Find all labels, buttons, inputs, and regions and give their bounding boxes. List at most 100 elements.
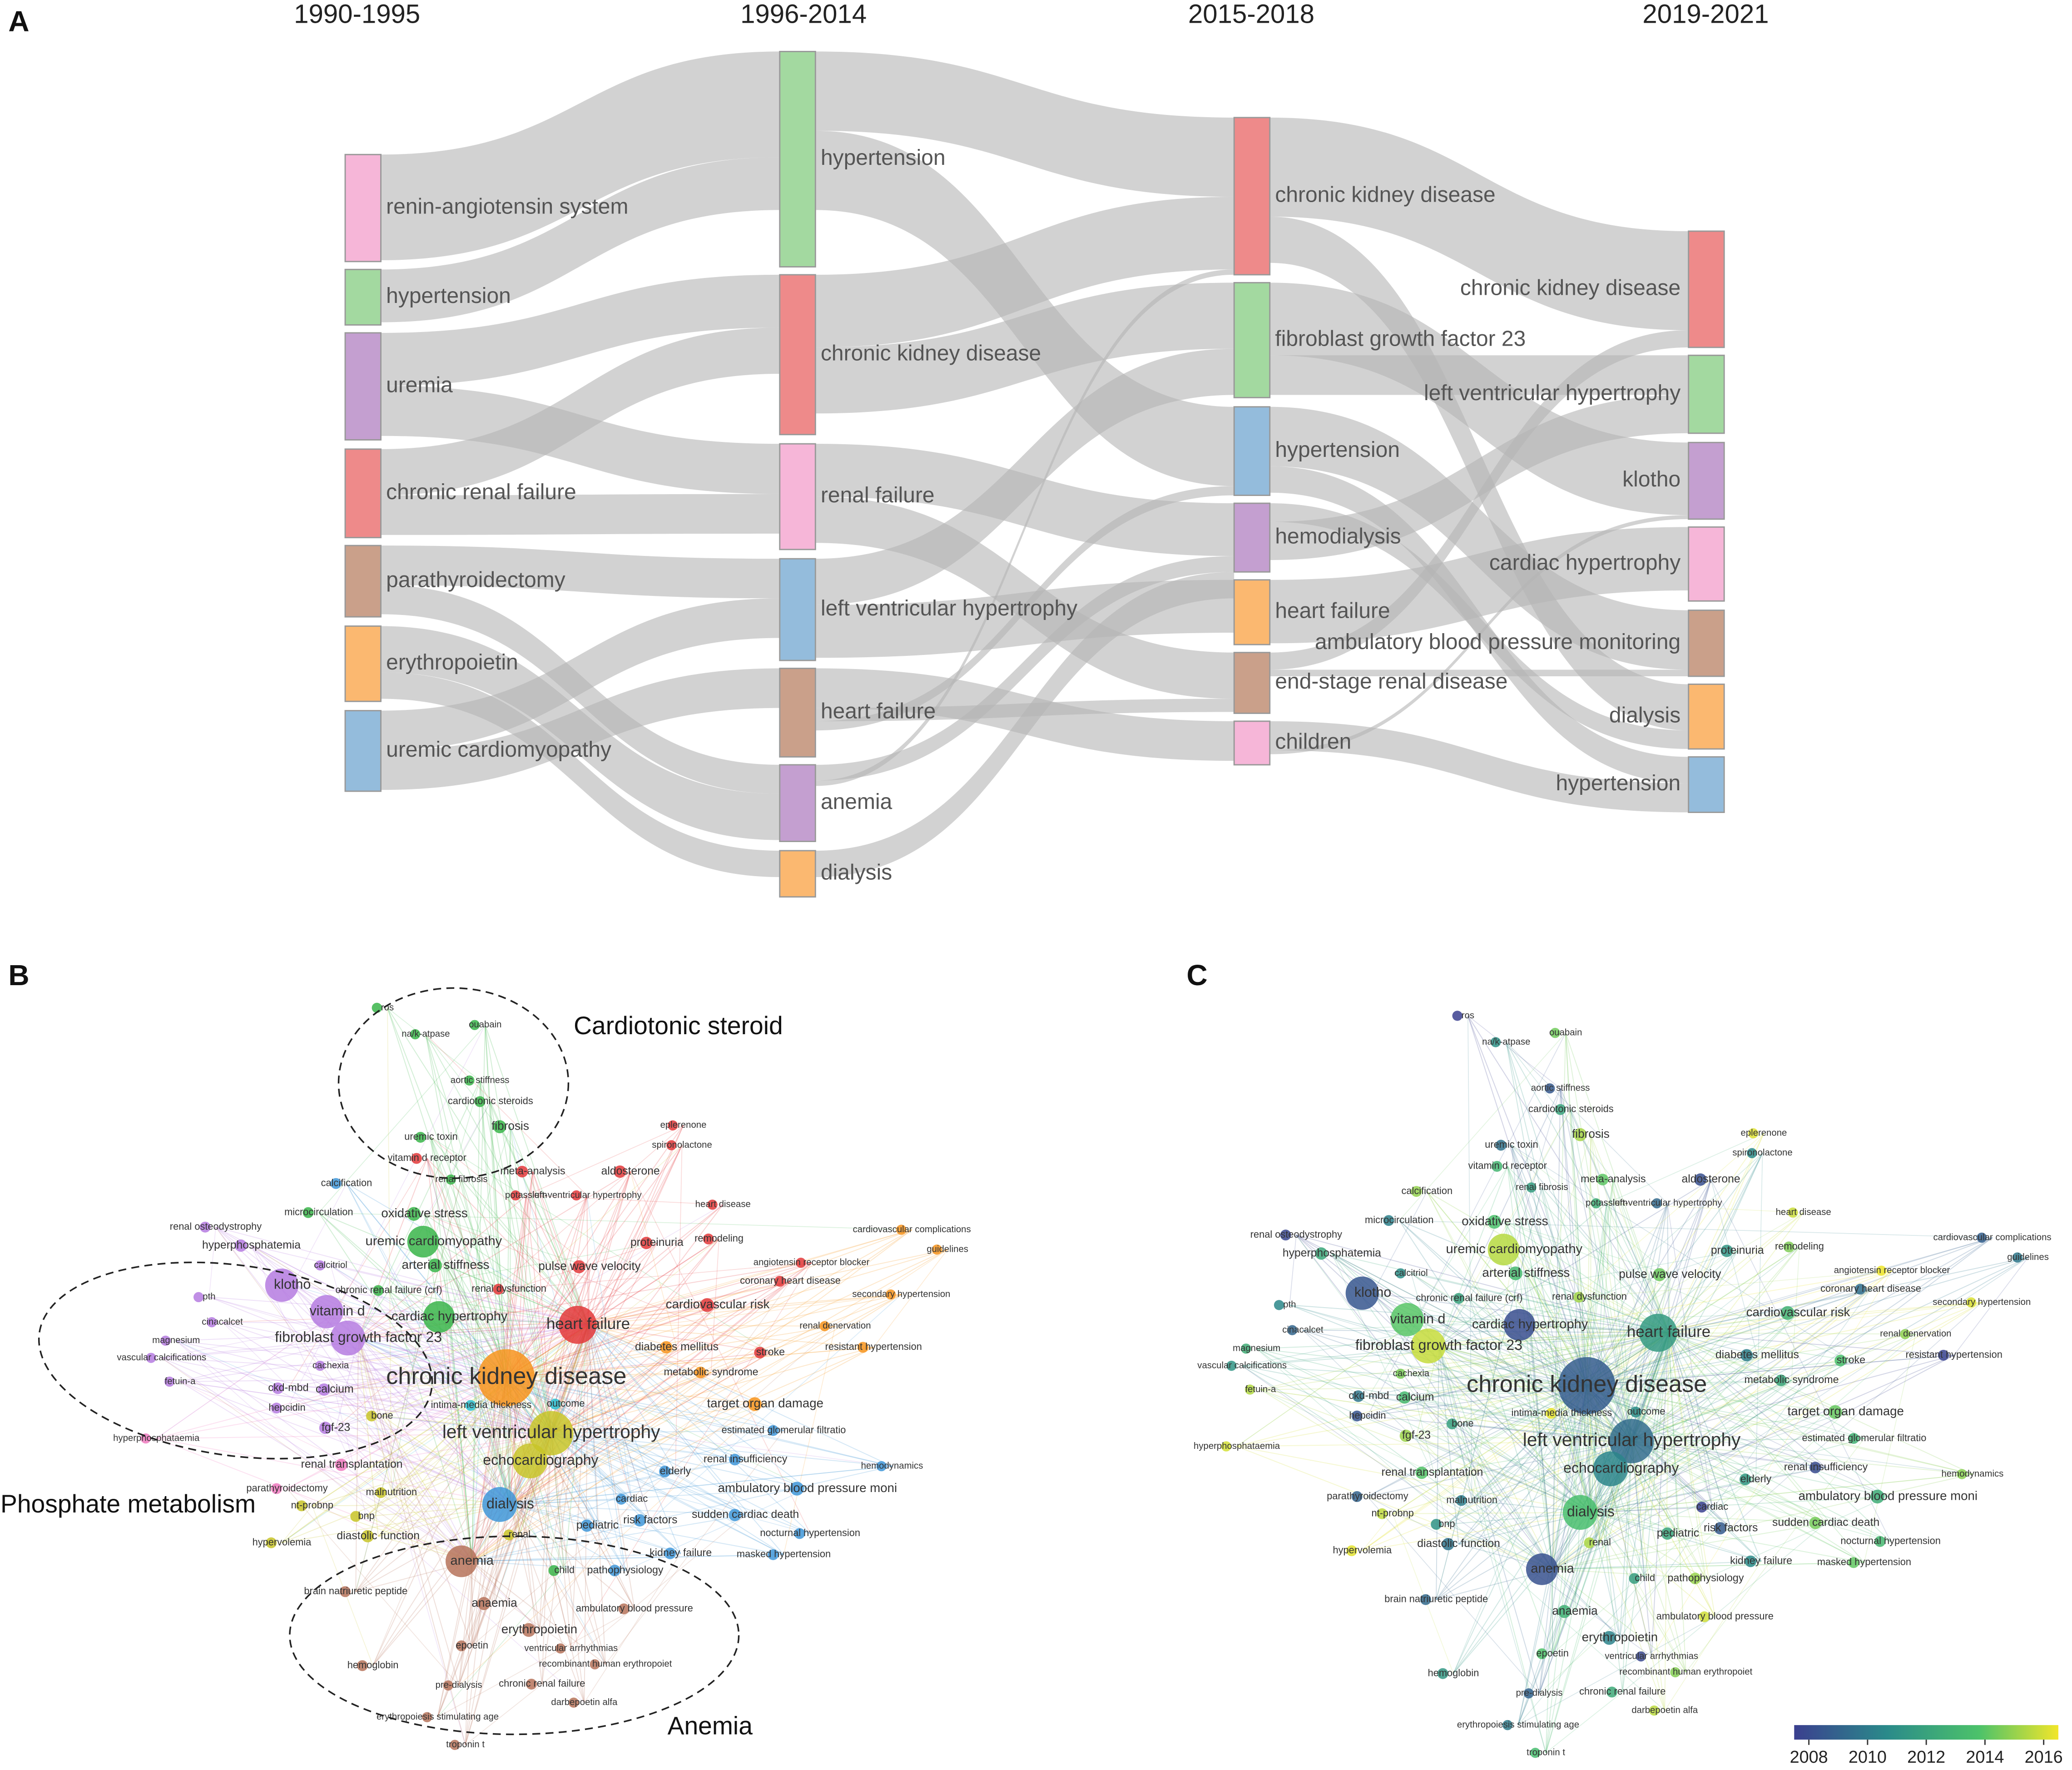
edge bbox=[1436, 1187, 1542, 1600]
edge bbox=[1507, 1166, 1669, 1334]
edge bbox=[506, 1377, 746, 1516]
edge bbox=[551, 1433, 746, 1516]
edge bbox=[1586, 1385, 1666, 1711]
edge bbox=[471, 1294, 902, 1562]
edge bbox=[1591, 1467, 1826, 1513]
node bbox=[366, 1410, 377, 1422]
edge bbox=[1606, 1203, 1669, 1333]
node-label: pathophysiology bbox=[587, 1564, 664, 1576]
edge bbox=[425, 1034, 587, 1196]
node bbox=[666, 1140, 677, 1150]
edge bbox=[1517, 1569, 1553, 1725]
edge bbox=[312, 1324, 589, 1507]
node bbox=[2012, 1252, 2022, 1263]
node bbox=[1503, 1309, 1536, 1341]
panel-label: A bbox=[8, 5, 29, 38]
edge bbox=[180, 1381, 511, 1505]
edge bbox=[1513, 1249, 1632, 1442]
edge bbox=[161, 1357, 571, 1649]
edge bbox=[1631, 1237, 1993, 1442]
edge bbox=[510, 1249, 948, 1505]
edge bbox=[1517, 1578, 1646, 1725]
color-bar-tick-label: 2010 bbox=[1849, 1748, 1887, 1767]
edge bbox=[1590, 1179, 1614, 1512]
sankey-node-label: hemodialysis bbox=[1275, 524, 1401, 548]
node bbox=[609, 1565, 621, 1577]
edge bbox=[1469, 1109, 1571, 1299]
node-label: left ventricular hypertrophy bbox=[1523, 1429, 1741, 1450]
edge bbox=[588, 1294, 902, 1325]
edge bbox=[1438, 1346, 1547, 1753]
edge bbox=[1399, 1032, 1566, 1221]
edge bbox=[532, 1171, 552, 1433]
node bbox=[796, 1258, 806, 1268]
edge bbox=[431, 1137, 589, 1325]
node-label: renal denervation bbox=[799, 1321, 871, 1331]
edge bbox=[461, 1179, 552, 1433]
node-label: ambulatory blood pressure bbox=[1656, 1610, 1774, 1621]
edge bbox=[330, 1265, 746, 1516]
node bbox=[694, 1366, 707, 1378]
edge bbox=[509, 1262, 812, 1290]
edge bbox=[352, 1324, 589, 1466]
edge bbox=[1668, 1332, 1891, 1542]
edge bbox=[1513, 1088, 1561, 1250]
node bbox=[465, 1400, 476, 1411]
node-label: nocturnal hypertension bbox=[1840, 1535, 1941, 1547]
node-label: cachexia bbox=[312, 1360, 349, 1370]
node bbox=[1399, 1429, 1412, 1442]
edge bbox=[588, 1324, 766, 1405]
edge bbox=[1367, 1385, 1587, 1497]
edge bbox=[1667, 1203, 1670, 1333]
edge bbox=[1591, 1507, 1713, 1513]
node-label: cardiac hypertrophy bbox=[392, 1309, 508, 1324]
node bbox=[664, 1547, 676, 1559]
sankey-node-label: klotho bbox=[1622, 467, 1680, 491]
edge bbox=[550, 1433, 681, 1554]
node bbox=[474, 1096, 486, 1107]
node-label: eplerenone bbox=[660, 1120, 707, 1130]
node bbox=[729, 1509, 741, 1522]
node bbox=[372, 1285, 384, 1296]
edge bbox=[288, 1324, 589, 1389]
edge bbox=[1668, 1332, 1826, 1523]
node-label: coronary heart disease bbox=[740, 1275, 841, 1286]
edge bbox=[1393, 1512, 1591, 1514]
edge bbox=[1668, 1312, 1799, 1334]
edge bbox=[1411, 1302, 1982, 1374]
node-label: cardiotonic steroids bbox=[1528, 1103, 1614, 1115]
edge bbox=[372, 1504, 511, 1666]
node-label: spironolactone bbox=[1732, 1148, 1792, 1158]
edge bbox=[465, 1324, 589, 1745]
edge bbox=[506, 1378, 543, 1685]
edge bbox=[1432, 1332, 1669, 1473]
edge bbox=[1586, 1257, 2028, 1386]
edge bbox=[1586, 1385, 1756, 1480]
edge bbox=[388, 1290, 552, 1434]
node bbox=[410, 1029, 421, 1040]
edge bbox=[1586, 1179, 1614, 1386]
edge bbox=[1511, 1145, 1851, 1361]
node bbox=[555, 1643, 566, 1654]
edge bbox=[471, 1347, 874, 1562]
node bbox=[558, 1306, 597, 1344]
edge bbox=[180, 1381, 352, 1465]
node-label: proteinuria bbox=[1711, 1244, 1764, 1257]
edge bbox=[490, 1101, 552, 1433]
edge bbox=[588, 1324, 606, 1665]
edge bbox=[1589, 1270, 1892, 1298]
edge bbox=[1296, 1235, 1591, 1513]
edge bbox=[1467, 1016, 1472, 1501]
node-label: hepcidin bbox=[268, 1402, 305, 1413]
node-label: angiotensin receptor blocker bbox=[1834, 1265, 1950, 1275]
node-label: uremic cardiomyopathy bbox=[366, 1234, 502, 1248]
node bbox=[1352, 1390, 1364, 1402]
color-bar-tick-label: 2016 bbox=[2025, 1748, 2063, 1767]
edge bbox=[445, 1265, 511, 1505]
sankey-node-label: uremia bbox=[386, 373, 453, 397]
edge bbox=[1438, 1332, 1669, 1347]
edge bbox=[1668, 1332, 1865, 1563]
edge bbox=[510, 1195, 527, 1505]
node-label: calcification bbox=[321, 1177, 372, 1189]
edge bbox=[222, 1322, 511, 1505]
